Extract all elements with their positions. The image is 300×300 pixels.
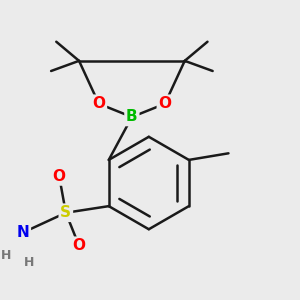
Text: O: O bbox=[73, 238, 85, 253]
Text: N: N bbox=[16, 225, 29, 240]
Text: H: H bbox=[24, 256, 35, 269]
Text: S: S bbox=[60, 205, 71, 220]
Text: H: H bbox=[1, 249, 12, 262]
Text: O: O bbox=[92, 96, 105, 111]
Text: O: O bbox=[158, 96, 171, 111]
Text: B: B bbox=[126, 110, 138, 124]
Text: O: O bbox=[53, 169, 66, 184]
